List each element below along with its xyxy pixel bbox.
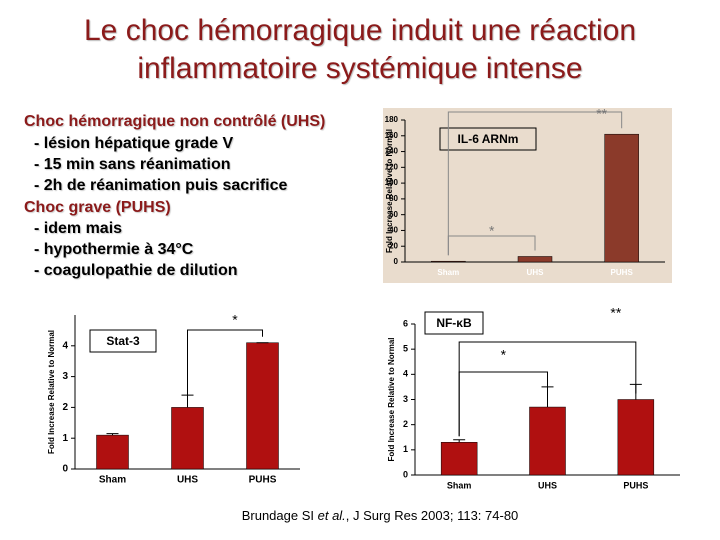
bullet-line: - 15 min sans réanimation <box>34 156 231 173</box>
chart-label-box <box>439 127 537 151</box>
y-tick-label: 40 <box>389 226 398 235</box>
x-tick-label: UHS <box>527 268 545 277</box>
y-tick-label: 4 <box>403 369 408 379</box>
y-tick-label: 1 <box>62 433 68 444</box>
slide-title: Le choc hémorragique induit une réaction <box>83 14 637 47</box>
y-tick-label: 160 <box>385 131 399 140</box>
significance-bracket <box>187 329 263 402</box>
chart-label-box <box>424 311 484 335</box>
x-tick-label: Sham <box>99 475 126 486</box>
citation: Brundage SI et al., J Surg Res 2003; 113… <box>0 508 720 523</box>
bar <box>171 407 204 470</box>
bullet-line: - 2h de réanimation puis sacrifice <box>34 177 288 194</box>
chart-label: NF-κB <box>436 316 472 330</box>
slide-title: inflammatoire systémique intense <box>137 52 583 85</box>
bullet-line: - hypothermie à 34°C <box>34 241 194 258</box>
y-tick-label: 2 <box>403 419 408 429</box>
citation-text: , J Surg Res 2003; 113: 74-80 <box>345 508 519 523</box>
y-tick-label: 3 <box>62 371 68 382</box>
x-tick-label: PUHS <box>623 480 648 490</box>
y-axis-label: Fold Increase Relative to Normal <box>385 129 394 253</box>
x-tick-label: PUHS <box>249 475 277 486</box>
annotation: ** <box>596 106 607 122</box>
y-tick-label: 5 <box>403 344 408 354</box>
bullet-line: - coagulopathie de dilution <box>34 262 238 279</box>
chart-label: IL-6 ARNm <box>458 132 519 146</box>
bar <box>617 399 655 476</box>
citation-text: Brundage SI <box>241 508 318 523</box>
y-tick-label: 0 <box>394 257 399 266</box>
annotation: ** <box>610 305 621 321</box>
annotation: * <box>489 223 495 239</box>
error-bar <box>106 433 119 436</box>
citation-text: et al. <box>317 508 346 523</box>
y-axis-label: Fold Increase Relative to Normal <box>387 337 396 461</box>
y-tick-label: 2 <box>62 402 68 413</box>
bar <box>529 406 566 476</box>
y-tick-label: 1 <box>403 444 408 454</box>
y-tick-label: 120 <box>385 162 399 171</box>
x-tick-label: UHS <box>538 480 557 490</box>
x-tick-label: UHS <box>177 475 198 486</box>
y-tick-label: 4 <box>62 340 68 351</box>
y-tick-label: 3 <box>403 394 408 404</box>
y-tick-label: 180 <box>385 115 399 124</box>
y-axis-label: Fold Increase Relative to Normal <box>47 330 56 454</box>
chart-label: Stat-3 <box>106 334 140 348</box>
annotation: * <box>501 347 507 363</box>
bullet-line: - lésion hépatique grade V <box>34 135 234 152</box>
bullet-line: Choc hémorragique non contrôlé (UHS) <box>24 113 326 130</box>
significance-bracket <box>458 341 637 437</box>
bar <box>431 260 466 263</box>
bar <box>517 256 553 263</box>
y-tick-label: 0 <box>403 469 408 479</box>
significance-bracket <box>447 111 623 256</box>
x-tick-label: Sham <box>437 268 459 277</box>
y-tick-label: 20 <box>389 241 398 250</box>
bar <box>440 442 478 476</box>
y-tick-label: 60 <box>389 210 398 219</box>
y-tick-label: 0 <box>62 464 68 475</box>
error-bar <box>453 439 466 443</box>
x-tick-label: Sham <box>447 480 472 490</box>
y-tick-label: 140 <box>385 147 399 156</box>
bullet-line: Choc grave (PUHS) <box>24 199 171 216</box>
y-tick-label: 6 <box>403 318 408 328</box>
bar <box>604 133 639 263</box>
bar <box>246 342 279 470</box>
y-tick-label: 100 <box>385 178 399 187</box>
bullet-line: - idem mais <box>34 220 123 237</box>
annotation: * <box>232 312 238 328</box>
chart-label-box <box>89 329 157 353</box>
y-tick-label: 80 <box>389 194 398 203</box>
bar <box>96 434 129 470</box>
x-tick-label: PUHS <box>611 268 634 277</box>
